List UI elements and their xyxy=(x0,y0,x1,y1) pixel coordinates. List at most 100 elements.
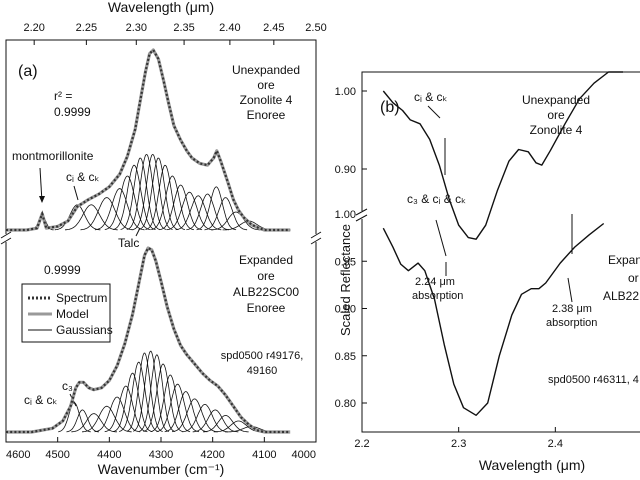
panel-b-spd-text: spd0500 r46311, 4 xyxy=(548,374,639,386)
panel-b-lower-y-tick-label: 1.00 xyxy=(335,209,356,221)
annotation-c3: c₃ xyxy=(62,379,73,393)
panel-b-upper-line-3: Zonolite 4 xyxy=(530,123,583,137)
gaussian-component xyxy=(156,383,200,433)
panel-a-bottom-tick-label: 4400 xyxy=(97,449,121,461)
panel-a-axis-break-left xyxy=(0,231,12,245)
panel-b-annotation-224: 2.24 μm xyxy=(415,276,455,288)
panel-a-top-tick-label: 2.40 xyxy=(219,22,240,34)
panel-a-label: (a) xyxy=(18,63,38,80)
gaussian-component xyxy=(126,352,163,432)
gaussian-component xyxy=(112,372,153,432)
series-expanded-curve xyxy=(382,222,605,416)
legend-label-gaussians: Gaussians xyxy=(56,323,113,337)
gaussian-component xyxy=(112,164,156,230)
spectrum-curve xyxy=(6,48,291,232)
panel-b-upper-y-tick-label: 1.00 xyxy=(335,86,356,98)
annotation-montmorillonite: montmorillonite xyxy=(12,149,94,163)
panel-b-annotation-238: 2.38 μm xyxy=(552,303,592,315)
gaussian-component xyxy=(164,391,208,433)
bottom-spd-line-2: 49160 xyxy=(247,365,278,377)
panel-b-annotation-224-absorption: absorption xyxy=(412,290,463,302)
gaussian-component xyxy=(171,398,218,433)
panel-a-top-tick-label: 2.20 xyxy=(23,22,44,34)
panel-b-lower-y-tick-label: 0.90 xyxy=(335,304,356,316)
gaussian-component xyxy=(132,154,173,230)
panel-b-annotation-c3-ci-ck: c₃ & cᵢ & cₖ xyxy=(407,192,466,206)
panel-b-axis-break xyxy=(355,208,368,222)
panel-b-y-axis-label: Scaled Reflectance xyxy=(338,224,353,336)
panel-a-top-tick-label: 2.35 xyxy=(173,22,194,34)
gaussian-component xyxy=(126,154,167,230)
gaussian-component xyxy=(196,186,237,231)
panel-a-bottom-tick-label: 4000 xyxy=(292,449,316,461)
gaussian-component xyxy=(159,184,203,231)
panel-a-top-tick-label: 2.45 xyxy=(263,22,284,34)
panel-b-lower-line-3: ALB22 xyxy=(603,289,639,303)
panel-a: Wavelength (μm) 2.20 2.25 2.30 2.35 2.40 2.45… xyxy=(0,0,327,477)
panel-a-top-axis-label: Wavelength (μm) xyxy=(108,0,214,15)
gaussian-component xyxy=(94,188,145,231)
panel-b-upper-y-tick-label: 0.90 xyxy=(335,164,356,176)
montmorillonite-arrowhead xyxy=(39,196,45,203)
panel-b-plot xyxy=(382,71,623,416)
panel-b-upper-y-ticks: 0.90 1.00 xyxy=(335,86,367,176)
panel-a-top-ticks: 2.20 2.25 2.30 2.35 2.40 2.45 2.50 xyxy=(23,22,327,45)
panel-b-lower-y-tick-label: 0.80 xyxy=(335,398,356,410)
panel-b-x-axis-label: Wavelength (μm) xyxy=(479,457,585,473)
panel-a-bottom-tick-label: 4100 xyxy=(252,449,276,461)
bottom-sample-line-3: ALB22SC00 xyxy=(233,285,299,299)
bottom-sample-line-2: ore xyxy=(257,269,275,283)
panel-b-x-tick-label: 2.4 xyxy=(548,438,563,450)
panel-b-lower-line-1: Expan xyxy=(608,253,640,267)
annotation-bottom-ci-ck: cᵢ & cₖ xyxy=(24,393,58,407)
panel-b-lower-y-tick-label: 0.85 xyxy=(335,351,356,363)
gaussian-component xyxy=(166,191,213,231)
panel-b-upper-line-1: Unexpanded xyxy=(522,93,590,107)
panel-b-frame xyxy=(361,71,640,433)
top-sample-text: Unexpanded ore Zonolite 4 Enoree xyxy=(232,63,300,122)
series-unexpanded-curve xyxy=(382,71,623,240)
panel-a-top-plot xyxy=(6,48,291,232)
gaussian-component xyxy=(104,175,151,231)
gaussian-component xyxy=(151,175,194,231)
panel-a-bottom-tick-label: 4600 xyxy=(6,449,30,461)
spectrum-curve xyxy=(6,246,291,434)
gaussian-component xyxy=(202,414,249,433)
panel-b-upper-line-2: ore xyxy=(547,108,565,122)
gaussian-component xyxy=(211,211,261,231)
panel-a-bottom-tick-label: 4500 xyxy=(45,449,69,461)
legend-label-spectrum: Spectrum xyxy=(56,291,107,305)
top-r2-label: r² = xyxy=(54,89,72,103)
gaussian-component xyxy=(150,374,191,433)
top-sample-line-3: Zonolite 4 xyxy=(240,93,293,107)
panel-b-c3-arrow xyxy=(435,219,447,257)
gaussian-component xyxy=(138,157,179,230)
gaussian-component xyxy=(192,409,239,433)
gaussian-component xyxy=(66,409,100,433)
panel-b-x-ticks: 2.2 2.3 2.4 xyxy=(354,427,563,450)
annotation-talc: Talc xyxy=(118,236,139,250)
gaussian-component xyxy=(182,403,229,433)
gaussian-component xyxy=(133,350,169,432)
gaussian-component xyxy=(139,354,176,432)
gaussian-component xyxy=(94,396,141,433)
gaussian-component xyxy=(204,197,248,231)
panel-a-bottom-plot xyxy=(6,246,291,434)
bottom-sample-text: Expanded ore ALB22SC00 Enoree xyxy=(233,253,299,315)
bottom-sample-line-4: Enoree xyxy=(247,301,286,315)
panel-b-x-tick-label: 2.3 xyxy=(451,438,466,450)
gaussian-component xyxy=(143,363,183,432)
panel-b-lower-line-2: or xyxy=(628,271,639,285)
gaussian-component xyxy=(119,361,159,432)
annotation-top-ci-ck: cᵢ & cₖ xyxy=(66,170,100,184)
panel-a-axis-break-right xyxy=(310,231,322,245)
legend-label-model: Model xyxy=(56,307,89,321)
panel-b: (b) Scaled Reflectance Wavelength (μm) 2… xyxy=(335,71,640,473)
top-sample-line-1: Unexpanded xyxy=(232,63,300,77)
panel-b-lower-y-tick-label: 0.95 xyxy=(335,256,356,268)
panel-a-top-tick-label: 2.50 xyxy=(305,22,326,34)
panel-a-bottom-tick-label: 4200 xyxy=(200,449,224,461)
gaussian-component xyxy=(120,157,161,230)
legend: Spectrum Model Gaussians xyxy=(21,283,113,343)
